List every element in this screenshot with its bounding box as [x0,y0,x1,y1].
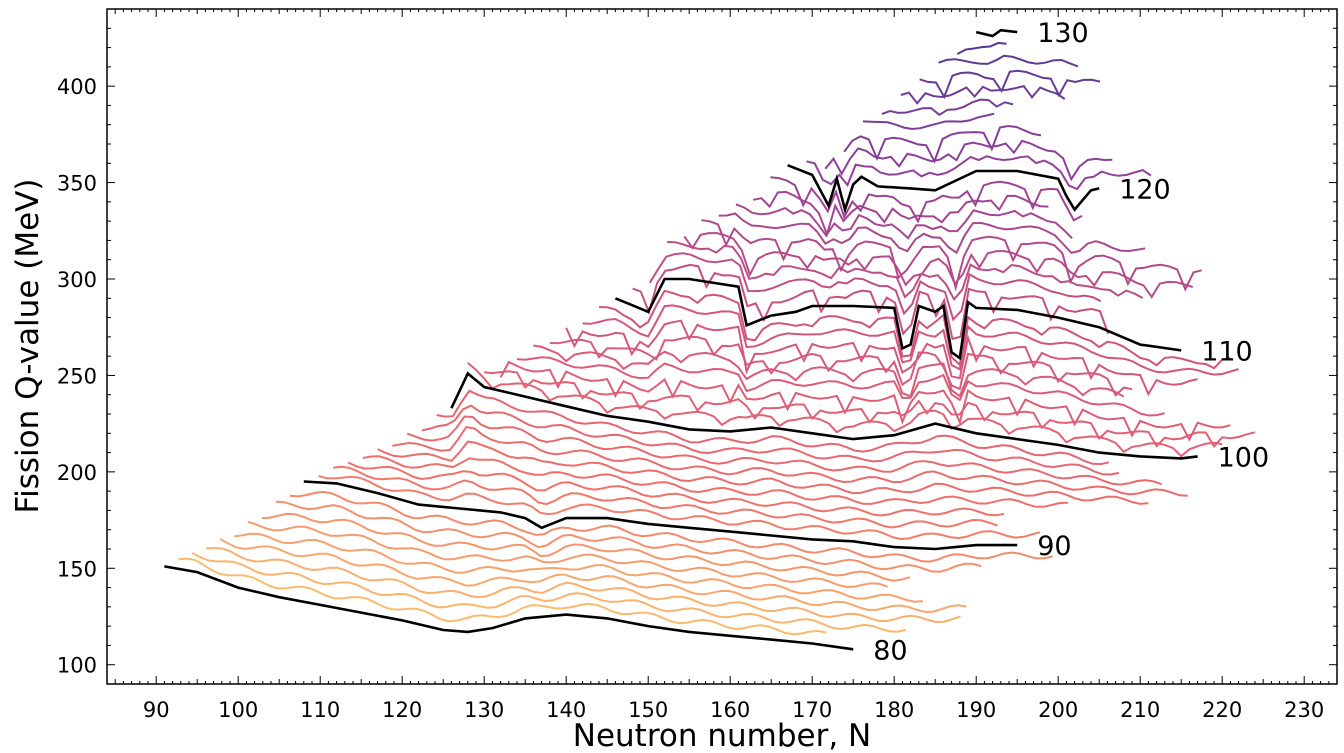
isotope-line-19 [484,370,1256,448]
isotope-line-1 [191,552,906,633]
x-tick-label: 230 [1284,698,1324,722]
y-tick-label: 200 [57,461,97,485]
isotope-line-2 [206,546,961,624]
isotope-line-15 [406,415,1162,486]
x-tick-label: 120 [382,698,422,722]
isotope-line-27 [632,263,1110,341]
x-tick-label: 110 [300,698,340,722]
isotope-line-12 [362,455,1069,508]
series-line-z90 [303,480,1018,551]
series-label-z110: 110 [1201,336,1253,367]
series-label-z100: 100 [1218,442,1270,473]
y-tick-label: 400 [57,75,97,99]
series-label-z90: 90 [1037,531,1071,562]
isotope-line-44 [956,41,1007,55]
isotope-line-38 [843,124,1042,164]
y-tick-label: 250 [57,364,97,388]
isotope-line-37 [824,139,1113,182]
isotope-line-16 [421,404,1120,476]
y-tick-label: 100 [57,654,97,678]
isotope-line-20 [499,360,1231,442]
series-line-z110 [614,277,1182,361]
highlighted-series-lines [164,28,1198,651]
isotope-line-5 [247,520,888,589]
isotope-line-9 [318,475,1041,541]
isotope-line-34 [753,190,1049,238]
isotope-line-11 [347,461,1005,517]
isotope-line-4 [233,532,923,603]
isotope-line-29 [667,241,1144,302]
series-line-z120 [787,163,1100,215]
x-tick-label: 210 [1120,698,1160,722]
isotope-line-17 [436,389,1110,466]
x-axis-label: Neutron number, N [573,718,871,753]
isotope-line-24 [565,319,1198,397]
isotope-line-36 [806,155,1152,191]
isotope-line-42 [919,69,1101,100]
isotope-line-33 [735,203,1073,240]
isotope-line-22 [533,344,1125,398]
series-label-z80: 80 [873,635,907,666]
series-label-z120: 120 [1119,174,1171,205]
isotope-line-31 [701,219,1202,292]
axis-ticks [107,8,1338,685]
series-line-z80 [164,565,854,651]
isotope-line-23 [549,335,1133,397]
isotope-line-7 [275,500,982,573]
x-tick-label: 220 [1202,698,1242,722]
series-labels: 80 90 100 110 120 130 [873,18,1269,666]
isotope-line-6 [261,512,911,582]
isotope-line-32 [718,212,1146,255]
isotope-line-30 [683,232,1194,299]
isotope-line-41 [900,84,1066,105]
isotope-line-25 [582,304,1239,376]
x-tick-label: 160 [710,698,750,722]
axis-tick-labels: 90 100 110 120 130 140 150 160 170 180 190 200 210 22… [57,75,1324,722]
x-tick-label: 180 [874,698,914,722]
x-tick-label: 200 [1038,698,1078,722]
y-tick-label: 150 [57,557,97,581]
isotope-line-3 [219,538,967,614]
isotope-line-0 [178,557,827,636]
series-line-z130 [975,28,1018,38]
series-label-z130: 130 [1037,18,1089,49]
isotope-line-10 [333,465,998,529]
isotope-line-18 [467,362,1223,458]
x-tick-label: 190 [956,698,996,722]
x-tick-label: 130 [464,698,504,722]
background-isotope-lines [178,41,1256,636]
isotope-line-14 [392,426,1188,497]
x-tick-label: 100 [218,698,258,722]
y-tick-label: 350 [57,172,97,196]
series-line-z100 [450,371,1198,460]
isotope-line-40 [881,98,1014,117]
y-tick-label: 300 [57,268,97,292]
isotope-line-13 [377,440,1149,505]
isotope-line-8 [289,490,1053,563]
x-tick-label: 150 [628,698,668,722]
isotope-line-35 [770,176,1083,224]
isotope-line-26 [598,289,1231,370]
isotope-line-39 [862,112,995,131]
x-tick-label: 170 [792,698,832,722]
isotope-line-43 [938,54,1079,68]
x-tick-label: 140 [546,698,586,722]
y-axis-label: Fission Q-value (MeV) [10,179,46,514]
x-tick-label: 90 [143,698,170,722]
isotope-line-28 [648,252,1102,322]
isotope-line-21 [516,356,1166,417]
